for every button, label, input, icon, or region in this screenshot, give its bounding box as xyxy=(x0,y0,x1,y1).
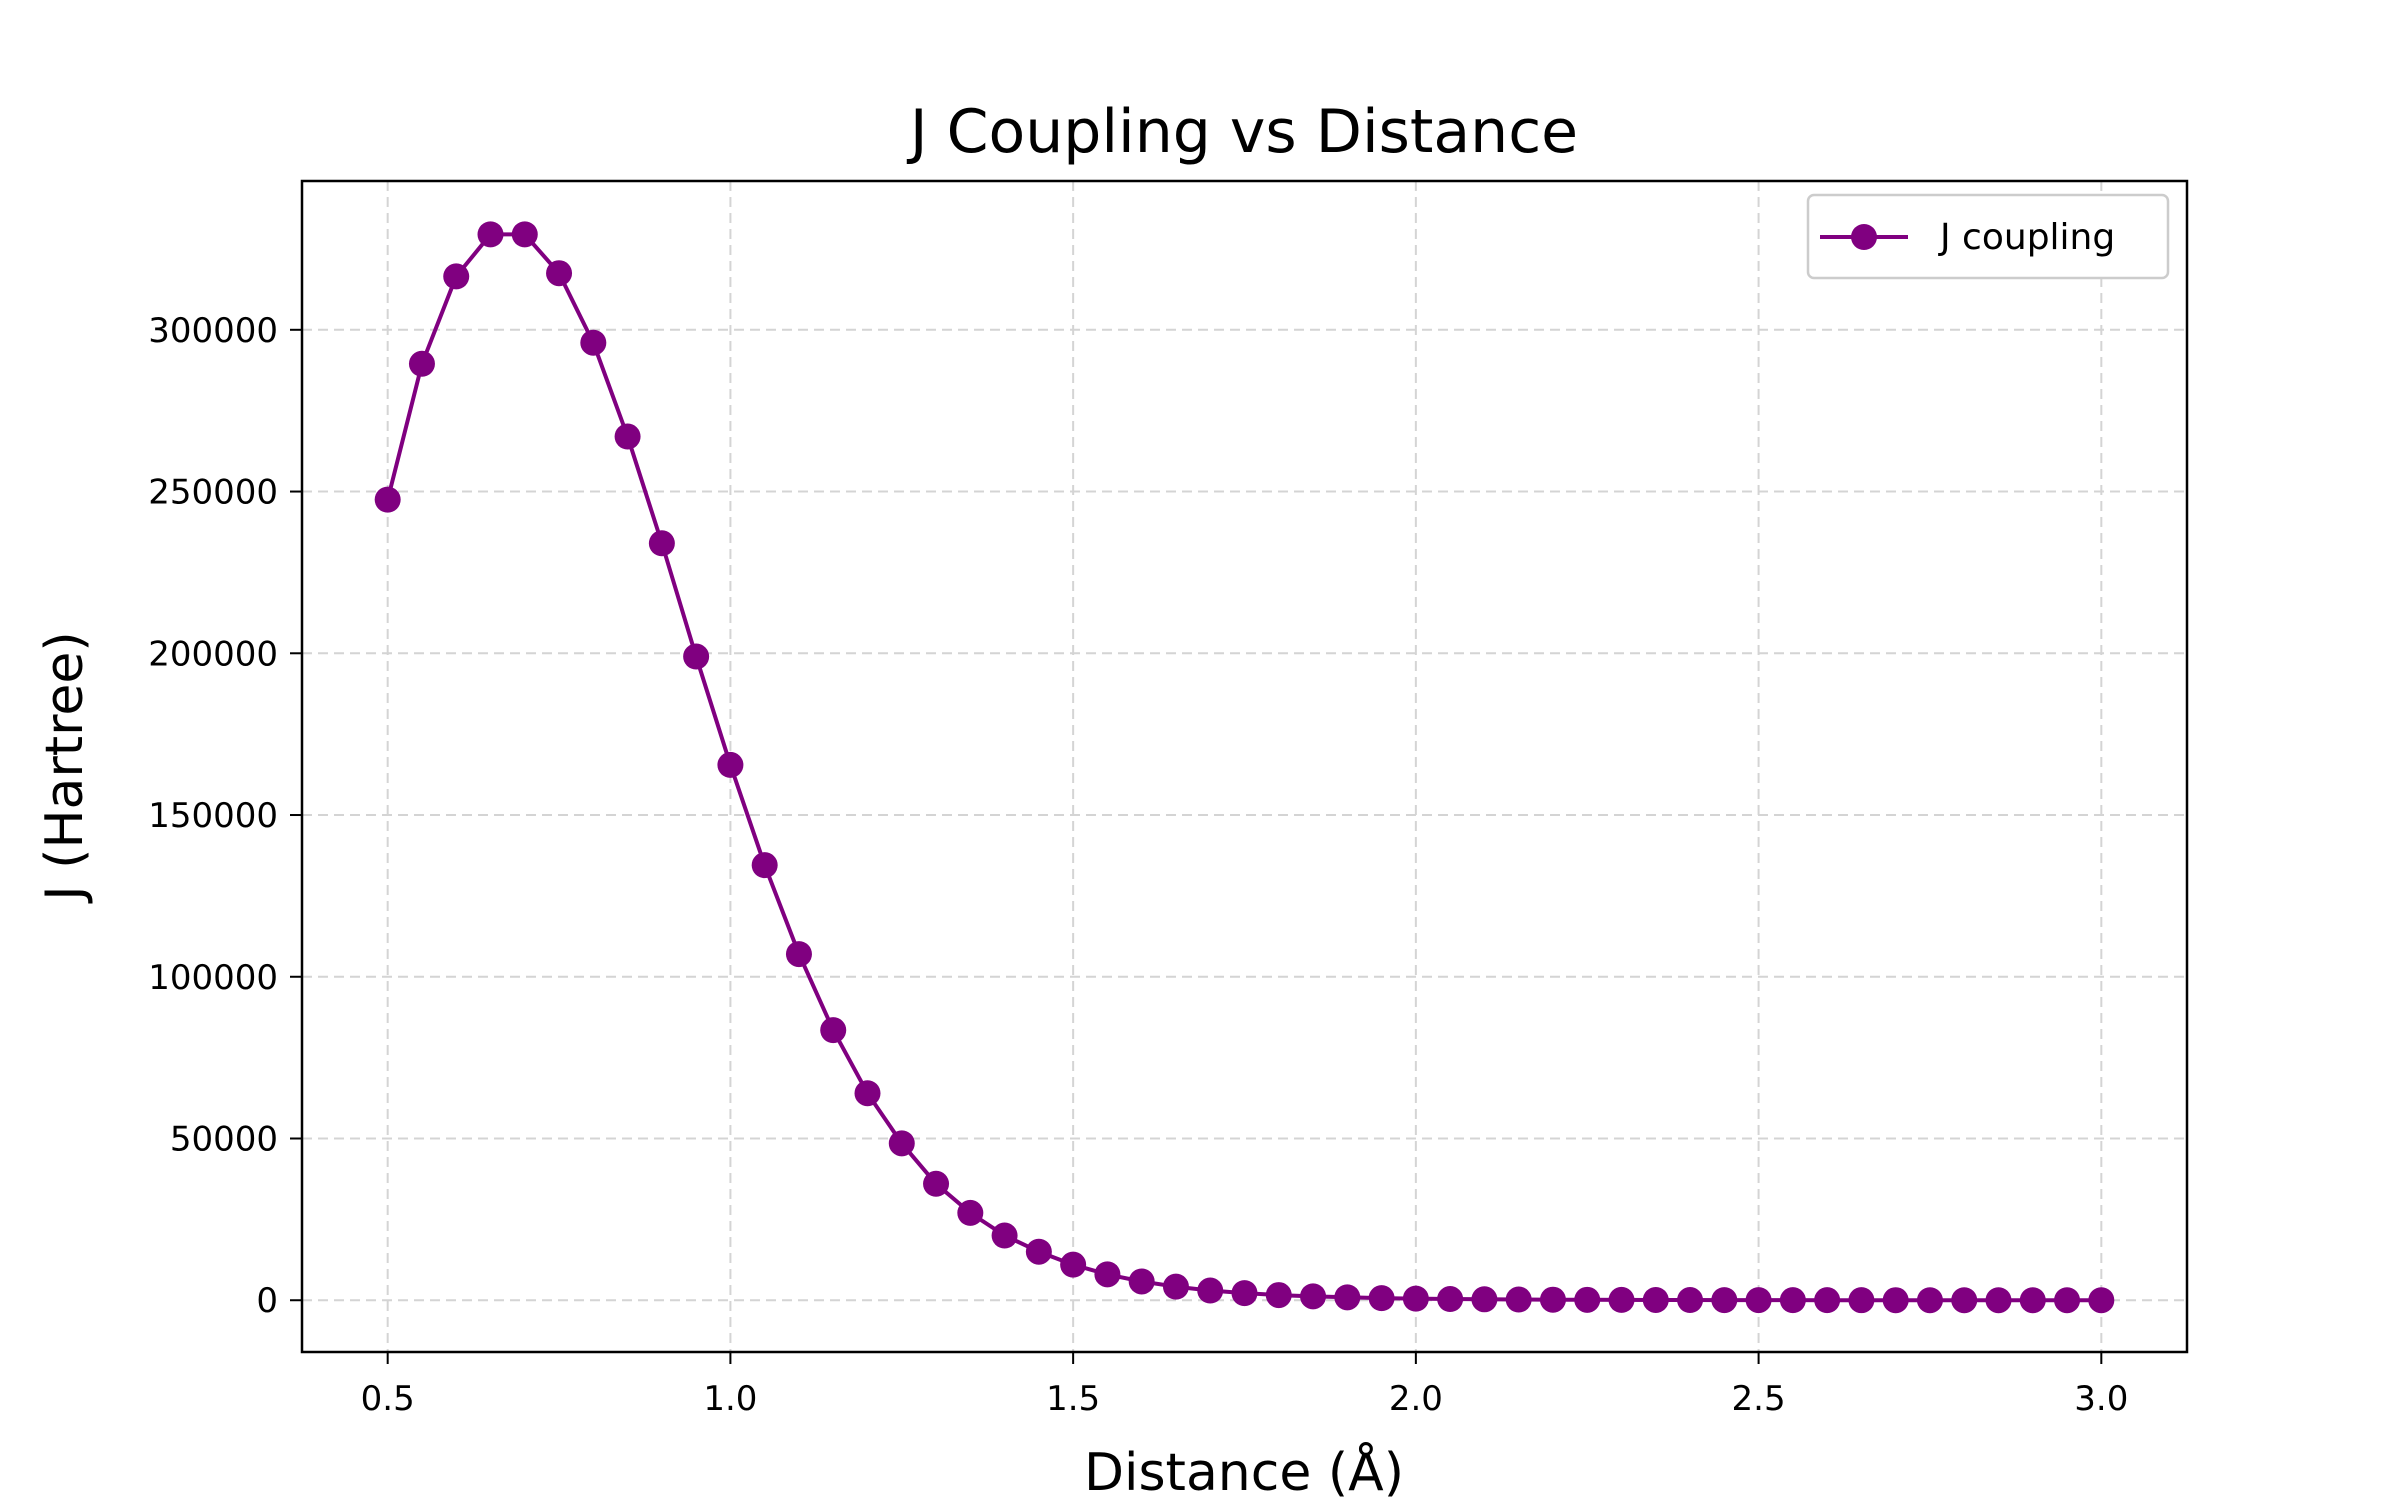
data-point xyxy=(1094,1261,1121,1288)
y-tick-label: 200000 xyxy=(148,634,278,674)
data-point xyxy=(443,263,470,290)
chart-title: J Coupling vs Distance xyxy=(906,97,1578,167)
data-point xyxy=(1231,1280,1258,1307)
data-point xyxy=(1437,1286,1464,1313)
x-tick-label: 1.5 xyxy=(1046,1379,1100,1419)
x-tick-label: 2.5 xyxy=(1732,1379,1786,1419)
data-point xyxy=(1642,1286,1669,1313)
x-axis-label: Distance (Å) xyxy=(1084,1441,1404,1500)
data-point xyxy=(854,1080,881,1107)
data-point xyxy=(374,486,401,513)
y-tick-label: 0 xyxy=(256,1281,278,1321)
data-point xyxy=(1060,1251,1087,1278)
data-point xyxy=(1677,1287,1704,1314)
data-point xyxy=(1985,1287,2012,1314)
data-point xyxy=(1951,1287,1978,1314)
x-tick-label: 0.5 xyxy=(361,1379,415,1419)
legend-marker-sample xyxy=(1851,224,1877,250)
data-point xyxy=(957,1199,984,1226)
data-point xyxy=(717,751,744,778)
data-point xyxy=(511,221,538,248)
y-axis: 0 50000 100000 150000 200000 250000 300000 xyxy=(148,311,302,1321)
legend-label: J coupling xyxy=(1938,217,2115,258)
plot-background xyxy=(302,181,2187,1352)
data-point xyxy=(408,350,435,377)
x-tick-label: 1.0 xyxy=(703,1379,757,1419)
x-tick-label: 2.0 xyxy=(1389,1379,1443,1419)
data-point xyxy=(785,941,812,968)
data-point xyxy=(477,221,504,248)
data-point xyxy=(888,1130,915,1157)
data-point xyxy=(1402,1285,1429,1312)
data-point xyxy=(1471,1286,1498,1313)
data-point xyxy=(1916,1287,1943,1314)
data-point xyxy=(1368,1285,1395,1312)
data-point xyxy=(1197,1277,1224,1304)
data-point xyxy=(648,530,675,557)
data-point xyxy=(546,260,573,287)
data-point xyxy=(2054,1287,2081,1314)
data-point xyxy=(1539,1286,1566,1313)
data-point xyxy=(820,1017,847,1044)
data-point xyxy=(1128,1268,1155,1295)
data-point xyxy=(1814,1287,1841,1314)
data-point xyxy=(1848,1287,1875,1314)
data-point xyxy=(1505,1286,1532,1313)
data-point xyxy=(683,643,710,670)
data-point xyxy=(580,329,607,356)
data-point xyxy=(751,852,778,879)
legend-box xyxy=(1806,193,2170,280)
y-tick-label: 50000 xyxy=(170,1120,278,1160)
data-point xyxy=(1608,1286,1635,1313)
series-layer xyxy=(374,221,2115,1314)
x-axis: 0.5 1.0 1.5 2.0 2.5 3.0 xyxy=(361,1352,2128,1419)
data-point xyxy=(1334,1284,1361,1311)
data-point xyxy=(1162,1273,1189,1300)
data-point xyxy=(991,1222,1018,1249)
data-point xyxy=(1025,1238,1052,1265)
data-point xyxy=(2088,1287,2115,1314)
legend: J coupling xyxy=(1806,193,2170,280)
data-point xyxy=(2019,1287,2046,1314)
data-point xyxy=(1711,1287,1738,1314)
data-point xyxy=(1300,1283,1327,1310)
y-tick-label: 150000 xyxy=(148,796,278,836)
y-tick-label: 100000 xyxy=(148,958,278,998)
data-point xyxy=(1745,1287,1772,1314)
y-tick-label: 250000 xyxy=(148,473,278,513)
data-point xyxy=(614,423,641,450)
data-point xyxy=(1574,1286,1601,1313)
data-point xyxy=(1265,1282,1292,1309)
data-point xyxy=(1779,1287,1806,1314)
y-tick-label: 300000 xyxy=(148,311,278,351)
y-axis-label: J (Hartree) xyxy=(35,631,95,903)
x-tick-label: 3.0 xyxy=(2074,1379,2128,1419)
plot-frame xyxy=(300,179,2189,1354)
data-point xyxy=(923,1170,950,1197)
data-point xyxy=(1882,1287,1909,1314)
